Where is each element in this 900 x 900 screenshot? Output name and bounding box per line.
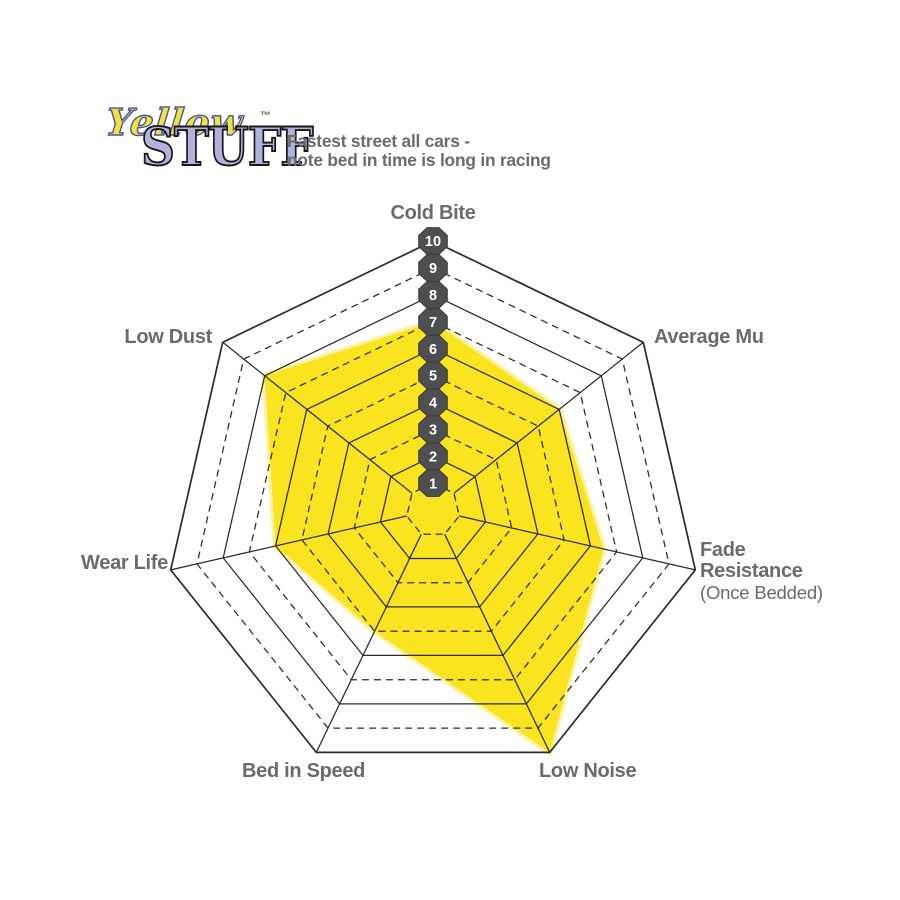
radar-spoke-5 (170, 515, 407, 571)
radar-spoke-3 (444, 533, 551, 753)
radar-ring-10 (169, 240, 697, 754)
description-line-1: Fastest street all cars - (287, 131, 470, 151)
radar-ring-4 (327, 401, 539, 608)
radar-spoke-6 (222, 341, 413, 494)
scale-badge-8 (418, 280, 448, 309)
scale-badge-label-4: 4 (429, 396, 437, 412)
chart-description: Fastest street all cars - note bed in ti… (287, 132, 551, 170)
axis-label-average-mu: Average Mu (654, 326, 764, 348)
scale-badge-2 (418, 442, 448, 471)
scale-badge-6 (418, 334, 448, 363)
scale-badge-label-1: 1 (429, 476, 437, 492)
radar-ring-7 (248, 321, 618, 681)
radar-ring-3 (353, 428, 513, 584)
axis-label-wear-life: Wear Life (81, 552, 168, 574)
trademark-symbol: ™ (260, 110, 271, 122)
scale-badge-5 (418, 361, 448, 390)
radar-ring-5 (301, 374, 565, 632)
scale-badge-label-2: 2 (429, 449, 437, 465)
axis-label-low-noise: Low Noise (539, 760, 637, 782)
axis-label-fade-resistance: Fade Resistance (Once Bedded) (700, 539, 823, 604)
radar-spoke-2 (459, 515, 696, 571)
axis-label-bed-in-speed: Bed in Speed (242, 760, 366, 782)
radar-ring-9 (196, 267, 670, 729)
fade-label-line-3: (Once Bedded) (700, 582, 823, 603)
fade-label-line-1: Fade (700, 539, 746, 561)
description-line-2: note bed in time is long in racing (287, 150, 551, 170)
radar-ring-1 (406, 482, 460, 535)
logo-word-stuff: STUFF (140, 116, 314, 180)
radar-ring-6 (274, 347, 592, 657)
scale-badge-label-7: 7 (429, 315, 437, 331)
radar-ring-2 (379, 455, 487, 560)
scale-badge-label-9: 9 (429, 261, 437, 277)
yellowstuff-logo: Yellow STUFF ™ (100, 98, 314, 203)
axis-label-low-dust: Low Dust (124, 326, 212, 348)
scale-badge-3 (418, 415, 448, 444)
scale-badge-label-6: 6 (429, 342, 437, 358)
radar-spoke-4 (315, 533, 422, 753)
radar-ring-8 (222, 294, 644, 705)
scale-badge-label-3: 3 (429, 423, 437, 439)
scale-badge-10 (418, 227, 448, 255)
value-polygon (261, 318, 607, 756)
scale-badge-1 (418, 469, 448, 497)
scale-badge-label-5: 5 (429, 369, 437, 385)
scale-badge-9 (418, 254, 448, 282)
radar-spoke-1 (453, 341, 644, 494)
scale-badge-7 (418, 307, 448, 336)
axis-label-cold-bite: Cold Bite (390, 202, 476, 224)
scale-badge-label-10: 10 (425, 234, 441, 250)
fade-label-line-2: Resistance (700, 560, 803, 582)
scale-badge-4 (418, 388, 448, 417)
scale-badge-label-8: 8 (429, 288, 437, 304)
